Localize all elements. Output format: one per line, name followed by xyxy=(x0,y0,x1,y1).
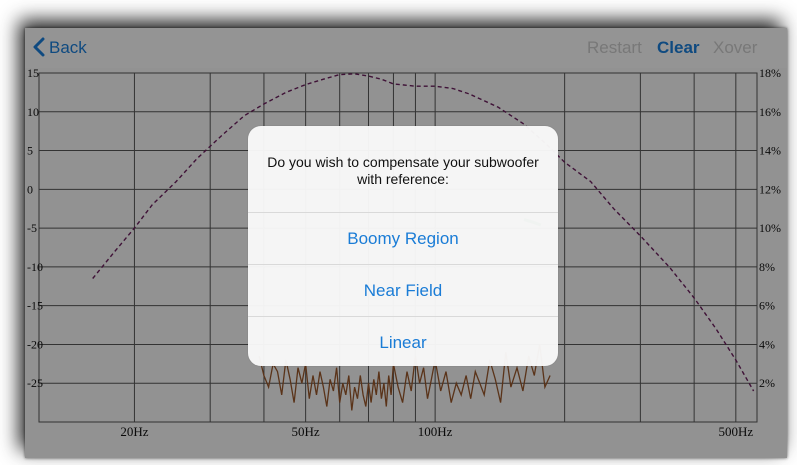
y-tick-label: 10 xyxy=(27,105,39,119)
y-tick-label: 15 xyxy=(27,68,39,80)
y2-tick-label: 16% xyxy=(759,105,781,119)
xover-button[interactable]: Xover xyxy=(713,38,758,57)
dialog-message: Do you wish to compensate your subwoofer… xyxy=(267,154,539,187)
chevron-left-icon xyxy=(33,37,45,57)
y2-tick-label: 6% xyxy=(759,299,775,313)
y2-tick-label: 8% xyxy=(759,260,775,274)
series-line xyxy=(92,73,755,392)
y2-tick-label: 10% xyxy=(759,221,781,235)
clear-button[interactable]: Clear xyxy=(657,38,700,57)
y-tick-label: -20 xyxy=(27,337,43,351)
y2-tick-label: 12% xyxy=(759,182,781,196)
y2-tick-label: 14% xyxy=(759,144,781,158)
x-tick-label: 50Hz xyxy=(292,424,320,439)
y-tick-label: -25 xyxy=(27,376,43,390)
app-window: Back Restart Clear Xover 15 10 5 0 -5 -10 -15 -… xyxy=(25,28,787,458)
y-tick-label: 0 xyxy=(27,182,33,196)
x-tick-label: 500Hz xyxy=(718,424,753,439)
y2-tick-label: 4% xyxy=(759,337,775,351)
y2-tick-label: 2% xyxy=(759,376,775,390)
x-tick-label: 20Hz xyxy=(120,424,148,439)
near-field-option[interactable]: Near Field xyxy=(248,264,558,316)
back-button[interactable]: Back xyxy=(33,28,87,68)
y-tick-label: 5 xyxy=(27,144,33,158)
navigation-bar: Back Restart Clear Xover xyxy=(25,28,787,68)
series-line xyxy=(258,344,551,411)
y-tick-label: -5 xyxy=(27,221,37,235)
back-label: Back xyxy=(49,38,87,57)
boomy-region-option[interactable]: Boomy Region xyxy=(248,212,558,264)
y-tick-label: -15 xyxy=(27,299,43,313)
x-tick-label: 100Hz xyxy=(418,424,453,439)
y2-tick-label: 18% xyxy=(759,68,781,80)
linear-option[interactable]: Linear xyxy=(248,316,558,366)
y-tick-label: -10 xyxy=(27,260,43,274)
compensation-dialog: Do you wish to compensate your subwoofer… xyxy=(248,126,558,366)
restart-button[interactable]: Restart xyxy=(587,38,642,57)
